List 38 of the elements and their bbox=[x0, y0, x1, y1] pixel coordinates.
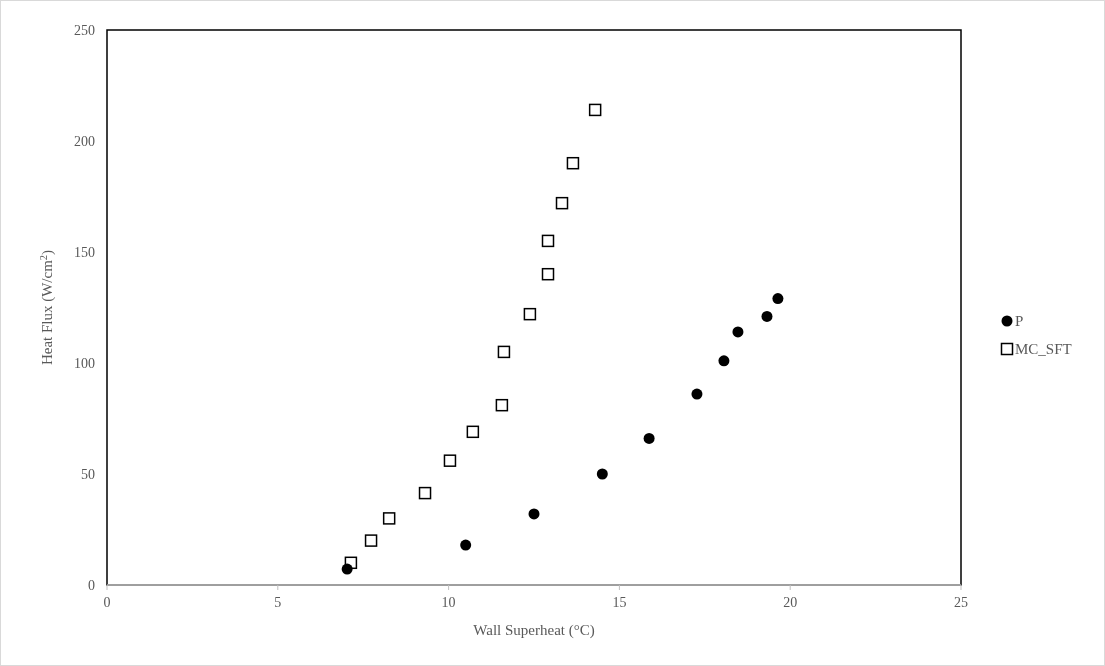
point bbox=[364, 534, 378, 547]
point bbox=[643, 432, 655, 444]
point bbox=[460, 539, 472, 551]
point bbox=[541, 267, 555, 281]
y-tick-label: 250 bbox=[74, 23, 95, 38]
x-axis-title: Wall Superheat (°C) bbox=[473, 622, 595, 639]
point bbox=[541, 234, 555, 248]
point bbox=[691, 388, 703, 400]
point bbox=[466, 425, 480, 439]
point bbox=[418, 486, 432, 500]
y-tick-label: 100 bbox=[74, 356, 95, 371]
y-tick-label: 0 bbox=[88, 578, 95, 593]
y-tick-label: 150 bbox=[74, 245, 95, 260]
point bbox=[528, 508, 540, 520]
x-tick-label: 10 bbox=[441, 595, 456, 610]
x-tick-label: 0 bbox=[103, 595, 111, 610]
point bbox=[588, 103, 602, 117]
point bbox=[732, 326, 744, 338]
x-tick-label: 20 bbox=[783, 595, 798, 610]
point bbox=[596, 468, 608, 480]
point bbox=[523, 307, 537, 321]
legend-label: P bbox=[1015, 313, 1024, 329]
point bbox=[772, 293, 784, 305]
point bbox=[443, 454, 457, 467]
x-tick-label: 15 bbox=[612, 595, 627, 610]
x-tick-label: 5 bbox=[274, 595, 282, 610]
point bbox=[382, 512, 396, 525]
point bbox=[566, 156, 580, 170]
legend-label: MC_SFT bbox=[1015, 341, 1072, 357]
point bbox=[555, 196, 569, 210]
point bbox=[495, 398, 509, 412]
point bbox=[718, 355, 730, 367]
point bbox=[344, 556, 358, 570]
x-tick-label: 25 bbox=[954, 595, 968, 610]
point bbox=[761, 310, 773, 322]
y-tick-label: 50 bbox=[81, 467, 95, 482]
point bbox=[497, 345, 511, 359]
y-tick-label: 200 bbox=[74, 134, 95, 149]
